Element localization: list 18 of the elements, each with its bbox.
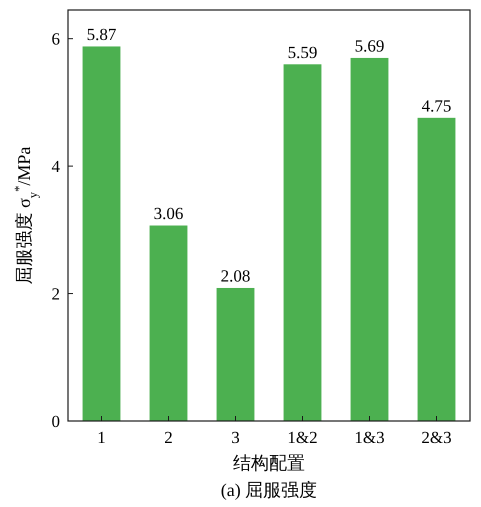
x-tick-label: 1&3	[354, 428, 385, 447]
data-label: 5.69	[354, 36, 384, 56]
x-axis-title: 结构配置	[233, 453, 305, 473]
data-label: 4.75	[422, 96, 452, 116]
y-tick-label: 4	[52, 157, 60, 176]
y-tick-label: 6	[52, 30, 60, 49]
x-tick-label: 3	[231, 428, 240, 447]
x-tick-label: 2&3	[421, 428, 452, 447]
data-label: 2.08	[220, 266, 250, 286]
data-label: 3.06	[154, 204, 184, 224]
y-tick-label: 2	[52, 284, 60, 304]
text: (a) 屈服强度	[220, 480, 318, 500]
data-label: 5.59	[288, 42, 318, 62]
x-tick-label: 2	[164, 428, 173, 447]
x-tick-label: 1	[97, 428, 106, 447]
x-tick-label: 1&2	[287, 428, 318, 447]
y-tick-label: 0	[52, 412, 60, 431]
data-label: 5.87	[86, 24, 117, 44]
